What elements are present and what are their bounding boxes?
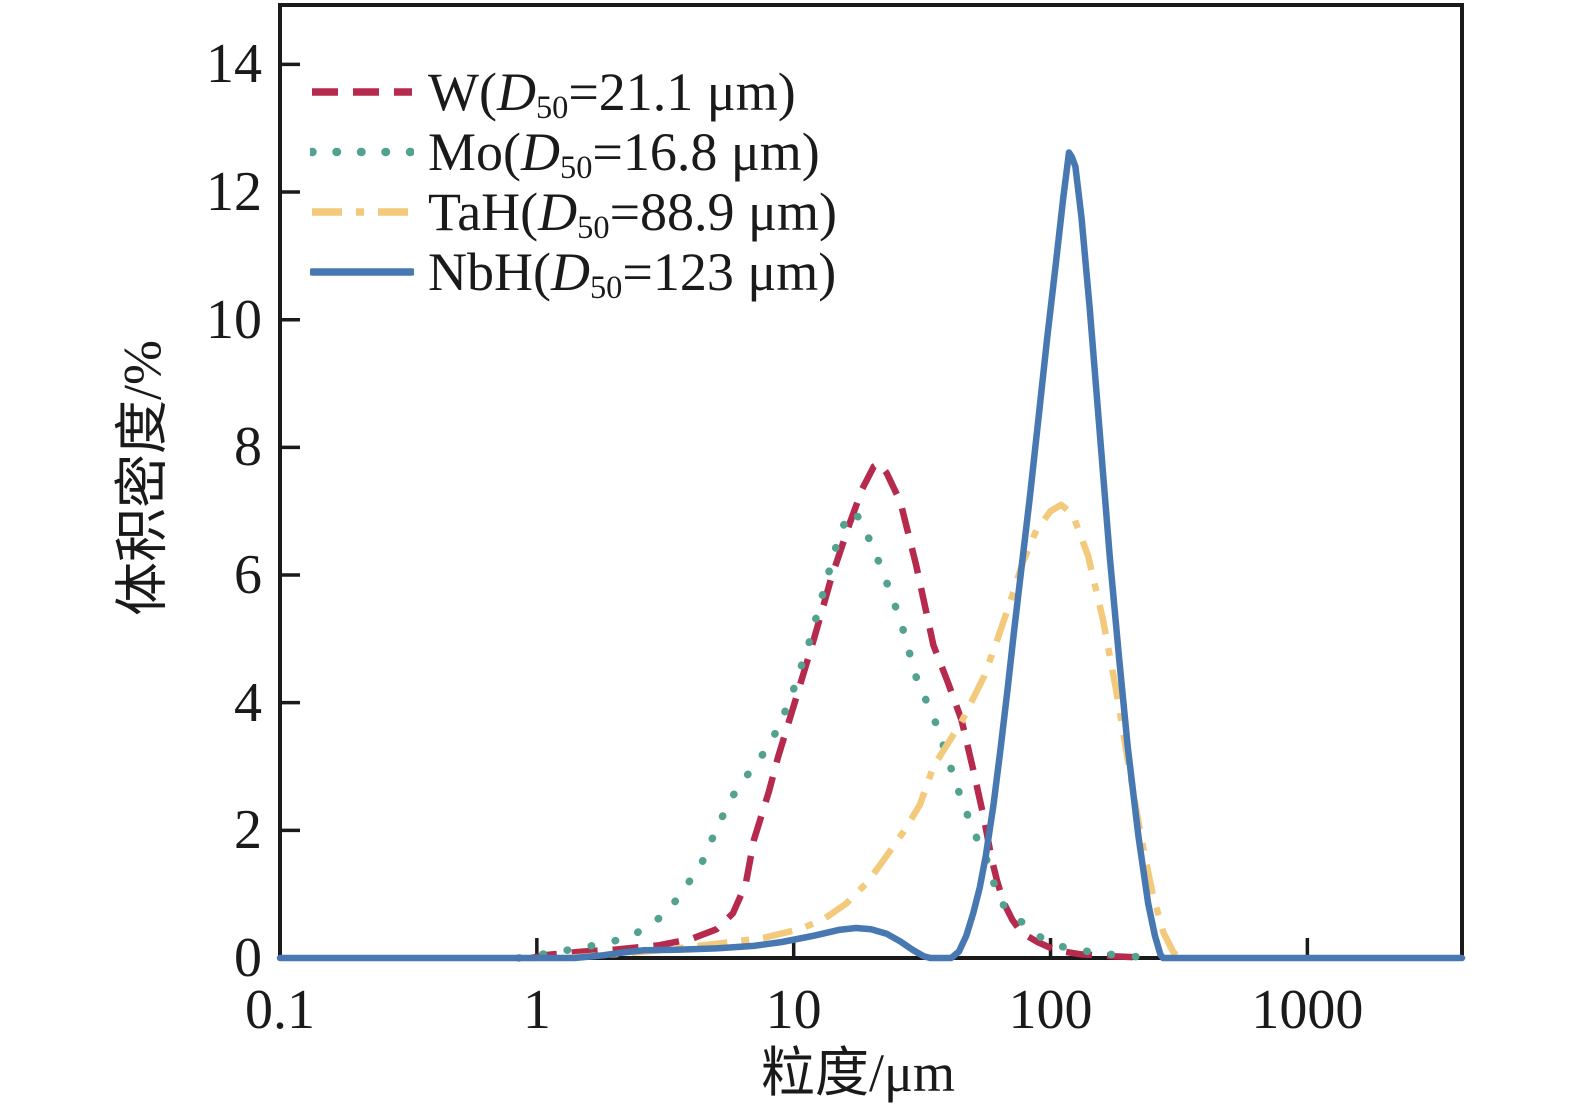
y-tick-label-14: 14 xyxy=(206,33,262,96)
legend-swatch-dotted xyxy=(310,147,414,157)
curve-nbh xyxy=(276,149,1466,962)
x-tick-label-100: 100 xyxy=(1008,979,1093,1041)
curve-tah xyxy=(565,501,1181,962)
y-tick-label-12: 12 xyxy=(206,161,262,224)
curve-mo xyxy=(514,507,1159,962)
legend-item-tah: TaH(D50=88.9 μm) xyxy=(310,182,837,247)
x-axis-title: 粒度/μm xyxy=(761,1043,955,1103)
legend-label-w: W(D50=21.1 μm) xyxy=(428,62,796,127)
legend-label-mo: Mo(D50=16.8 μm) xyxy=(428,122,820,187)
x-tick-label-0.1: 0.1 xyxy=(245,979,315,1041)
y-tick-label-6: 6 xyxy=(234,544,262,606)
y-tick-label-10: 10 xyxy=(206,288,262,351)
y-tick-label-4: 4 xyxy=(234,671,262,734)
legend-swatch-dashed xyxy=(312,88,412,96)
legend-swatch-dashdot xyxy=(312,208,412,216)
curve-w xyxy=(530,460,1147,962)
y-axis-title: 体积密度/% xyxy=(112,340,173,616)
legend-item-nbh: NbH(D50=123 μm) xyxy=(310,242,837,307)
y-tick-label-0: 0 xyxy=(234,927,262,989)
y-tick-label-2: 2 xyxy=(234,799,262,862)
legend-item-mo: Mo(D50=16.8 μm) xyxy=(310,122,837,187)
plot-border xyxy=(278,3,1464,960)
x-tick-label-10: 10 xyxy=(765,979,822,1041)
series-layer xyxy=(276,149,1466,962)
y-tick-label-8: 8 xyxy=(234,416,262,479)
legend-swatch-solid xyxy=(310,268,414,276)
legend: W(D50=21.1 μm) Mo(D50=16.8 μm) TaH(D50=88.… xyxy=(310,62,837,307)
x-tick-label-1000: 1000 xyxy=(1251,979,1364,1041)
legend-item-w: W(D50=21.1 μm) xyxy=(310,62,837,127)
axes-layer xyxy=(278,3,1464,960)
legend-label-tah: TaH(D50=88.9 μm) xyxy=(428,182,837,247)
x-tick-label-1: 1 xyxy=(522,979,551,1041)
legend-label-nbh: NbH(D50=123 μm) xyxy=(428,242,837,307)
